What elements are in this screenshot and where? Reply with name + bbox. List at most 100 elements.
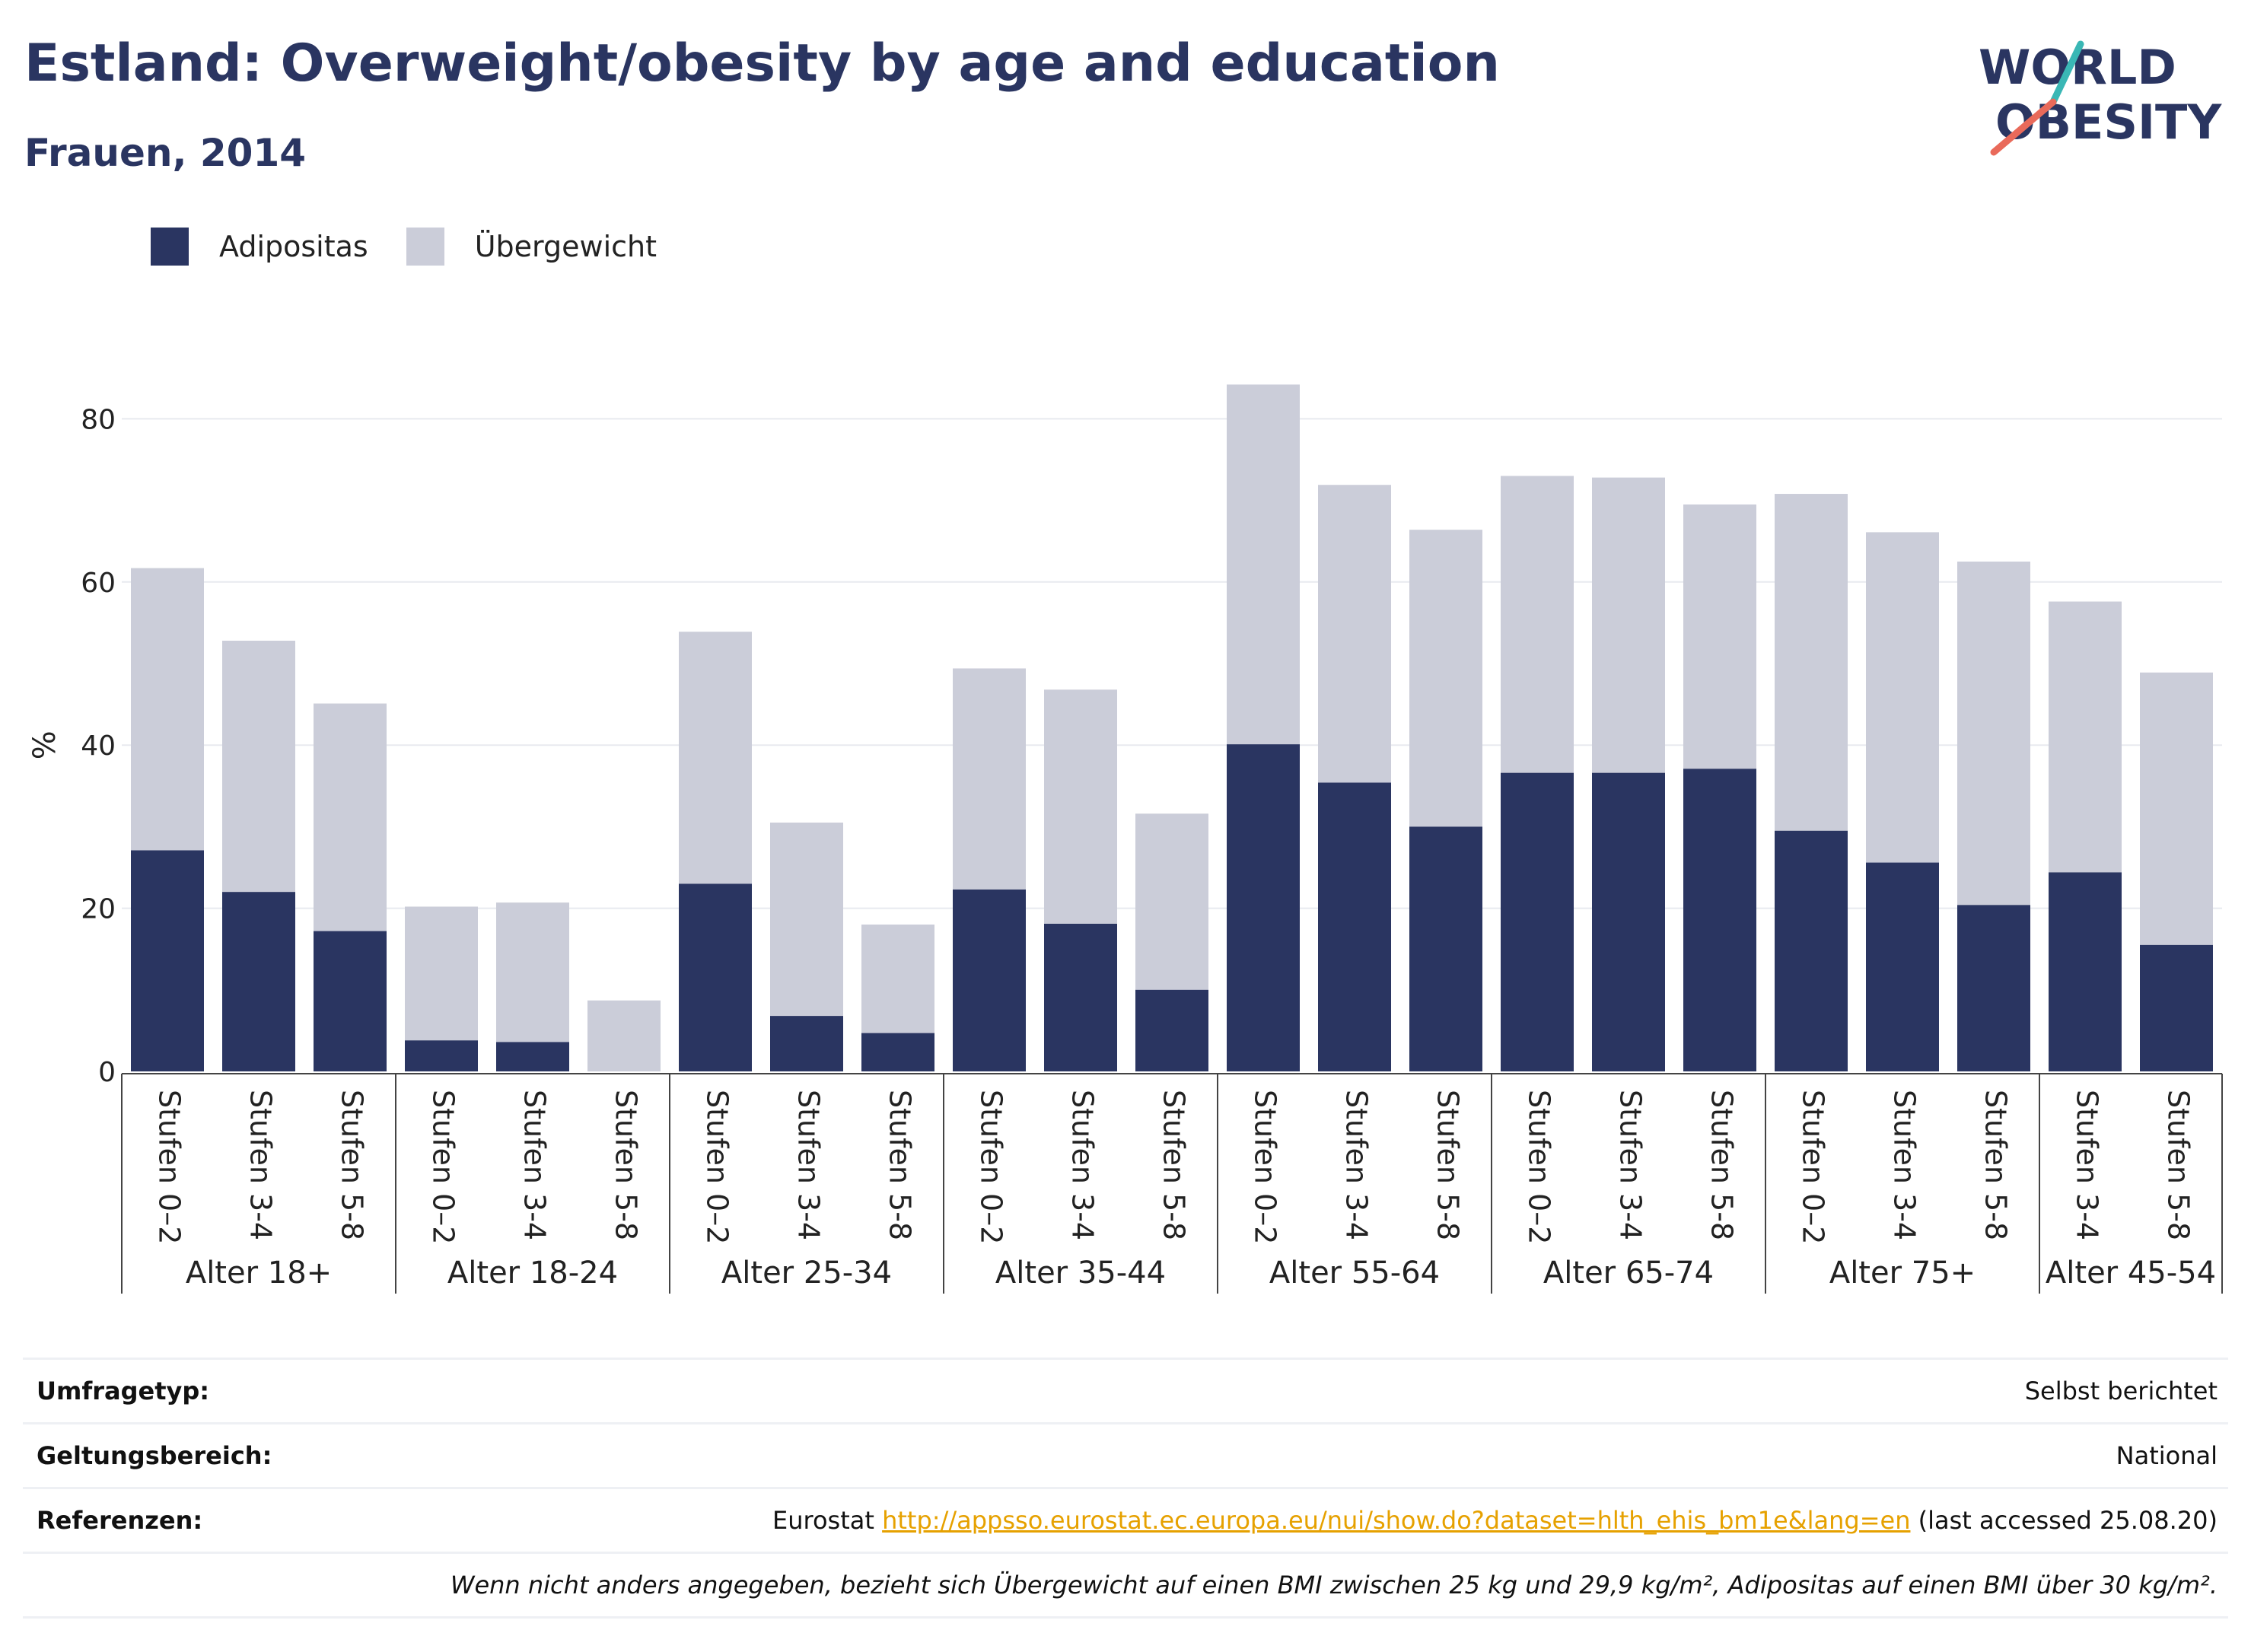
- x-group-label: Alter 75+: [1829, 1256, 1976, 1291]
- legend-label-adipositas: Adipositas: [219, 230, 368, 263]
- bar-overweight: [1135, 813, 1208, 990]
- chart-title: Estland: Overweight/obesity by age and e…: [24, 33, 1500, 94]
- bar-obesity: [222, 892, 295, 1071]
- references-value: Eurostat http://appsso.eurostat.ec.europ…: [772, 1506, 2228, 1535]
- x-group-label: Alter 25-34: [721, 1256, 892, 1291]
- bar-obesity: [1227, 744, 1300, 1071]
- bar-overweight: [587, 1000, 661, 1071]
- bar-overweight: [405, 906, 478, 1041]
- x-category-label: Stufen 5-8: [1157, 1090, 1191, 1240]
- bar-overweight: [2049, 601, 2122, 873]
- bar-obesity: [953, 889, 1026, 1071]
- bar-overweight: [1318, 485, 1391, 783]
- bar-overweight: [1775, 494, 1848, 831]
- x-category-label: Stufen 0–2: [1523, 1090, 1556, 1244]
- bar-overweight: [1683, 504, 1756, 769]
- x-category-label: Stufen 5-8: [1979, 1090, 2013, 1240]
- y-tick-label: 60: [81, 568, 116, 599]
- bar-obesity: [1135, 989, 1208, 1071]
- references-label: Referenzen:: [37, 1506, 203, 1535]
- bar-obesity: [314, 931, 387, 1071]
- y-tick-label: 40: [81, 731, 116, 762]
- x-category-label: Stufen 0–2: [1249, 1090, 1282, 1244]
- x-category-label: Stufen 5-8: [336, 1090, 369, 1240]
- bar-overweight: [131, 568, 204, 851]
- logo-slash-bottom: [1990, 98, 2057, 156]
- y-tick-label: 0: [98, 1057, 116, 1088]
- bar-obesity: [496, 1042, 569, 1071]
- x-group-label: Alter 55-64: [1269, 1256, 1440, 1291]
- bar-obesity: [1866, 862, 1939, 1071]
- bar-obesity: [679, 883, 752, 1071]
- x-category-label: Stufen 0–2: [427, 1090, 460, 1244]
- bar-obesity: [770, 1016, 843, 1071]
- x-category-label: Stufen 3-4: [792, 1090, 826, 1240]
- chart-legend: Adipositas Übergewicht: [151, 225, 695, 268]
- x-category-label: Stufen 5-8: [610, 1090, 643, 1240]
- legend-swatch-uebergewicht: [406, 228, 444, 266]
- x-category-label: Stufen 0–2: [975, 1090, 1008, 1244]
- bar-overweight: [1044, 689, 1117, 924]
- info-row-scope: Geltungsbereich: National: [23, 1422, 2228, 1487]
- legend-item-uebergewicht[interactable]: Übergewicht: [406, 228, 657, 266]
- bmi-definition-note: Wenn nicht anders angegeben, bezieht sic…: [450, 1571, 2218, 1599]
- bar-overweight: [1409, 530, 1482, 827]
- x-category-label: Stufen 0–2: [1797, 1090, 1830, 1244]
- x-group-label: Alter 45-54: [2046, 1256, 2216, 1291]
- x-group-label: Alter 18+: [186, 1256, 332, 1291]
- bar-obesity: [1409, 826, 1482, 1071]
- info-table: Umfragetyp: Selbst berichtet Geltungsber…: [23, 1358, 2228, 1619]
- x-group-label: Alter 18-24: [447, 1256, 618, 1291]
- survey-type-label: Umfragetyp:: [37, 1377, 210, 1405]
- x-category-label: Stufen 3-4: [518, 1090, 552, 1240]
- bar-overweight: [861, 925, 934, 1033]
- reference-source: Eurostat: [772, 1506, 874, 1535]
- legend-swatch-adipositas: [151, 228, 189, 266]
- scope-label: Geltungsbereich:: [37, 1441, 272, 1470]
- info-row-references: Referenzen: Eurostat http://appsso.euros…: [23, 1487, 2228, 1552]
- legend-item-adipositas[interactable]: Adipositas: [151, 228, 368, 266]
- reference-accessed: (last accessed 25.08.20): [1918, 1506, 2218, 1535]
- bar-obesity: [1957, 905, 2030, 1071]
- info-row-note: Wenn nicht anders angegeben, bezieht sic…: [23, 1552, 2228, 1619]
- bar-obesity: [861, 1033, 934, 1071]
- x-category-label: Stufen 3-4: [1066, 1090, 1100, 1240]
- bar-overweight: [1866, 532, 1939, 863]
- x-category-label: Stufen 3-4: [244, 1090, 278, 1240]
- bar-overweight: [1227, 384, 1300, 745]
- bar-obesity: [1775, 830, 1848, 1071]
- x-category-label: Stufen 5-8: [2162, 1090, 2195, 1240]
- y-axis-label: %: [27, 731, 62, 759]
- bar-obesity: [1044, 923, 1117, 1071]
- bar-overweight: [679, 632, 752, 884]
- legend-label-uebergewicht: Übergewicht: [474, 230, 657, 263]
- bar-overweight: [1501, 476, 1574, 773]
- y-tick-label: 20: [81, 894, 116, 925]
- y-tick-label: 80: [81, 404, 116, 435]
- x-category-label: Stufen 5-8: [1431, 1090, 1465, 1240]
- stacked-bar-chart: 0 20 40 60 80% Stufen 0–2 Stufen 3-4 Stufen 5-8…: [27, 384, 2223, 1294]
- bar-obesity: [1592, 772, 1665, 1071]
- scope-value: National: [2116, 1441, 2218, 1470]
- bar-overweight: [1957, 562, 2030, 906]
- bar-overweight: [496, 902, 569, 1042]
- x-category-label: Stufen 3-4: [1340, 1090, 1374, 1240]
- bar-obesity: [131, 850, 204, 1071]
- bar-overweight: [1592, 477, 1665, 773]
- bar-obesity: [2140, 944, 2213, 1071]
- bar-obesity: [405, 1040, 478, 1071]
- bar-overweight: [2140, 672, 2213, 945]
- bar-obesity: [2049, 872, 2122, 1071]
- reference-link[interactable]: http://appsso.eurostat.ec.europa.eu/nui/…: [882, 1506, 1911, 1535]
- x-category-label: Stufen 3-4: [1614, 1090, 1648, 1240]
- chart-subtitle: Frauen, 2014: [24, 131, 307, 175]
- x-category-label: Stufen 0–2: [701, 1090, 734, 1244]
- world-obesity-logo: WORLD OBESITY: [1979, 40, 2222, 156]
- x-category-label: Stufen 3-4: [2071, 1090, 2104, 1240]
- x-group-label: Alter 65-74: [1543, 1256, 1714, 1291]
- survey-type-value: Selbst berichtet: [2024, 1377, 2218, 1405]
- x-category-label: Stufen 5-8: [1705, 1090, 1739, 1240]
- x-category-label: Stufen 3-4: [1888, 1090, 1921, 1240]
- bar-overweight: [953, 668, 1026, 890]
- bar-obesity: [1683, 769, 1756, 1071]
